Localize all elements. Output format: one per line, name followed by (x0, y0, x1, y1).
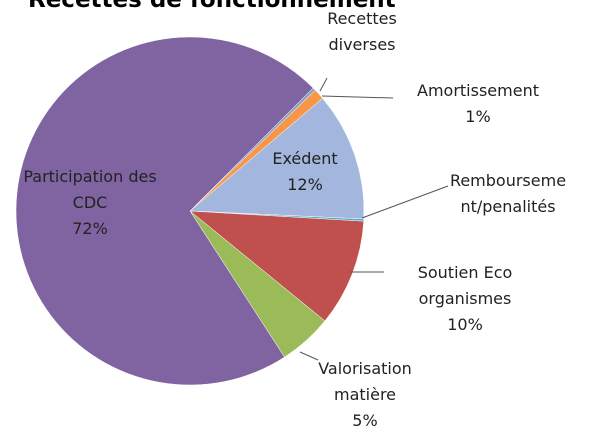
value-label: 5% (352, 411, 378, 430)
value-label: 12% (287, 175, 323, 194)
category-label: Recettes diverses (327, 9, 397, 54)
category-label: Valorisation matière (318, 359, 412, 404)
leader-line (299, 351, 319, 361)
category-label: Exédent (272, 149, 338, 168)
value-label: 1% (465, 107, 491, 126)
slice-label: Recettes diverses (317, 6, 407, 58)
category-label: Remboursement/penalités (449, 171, 567, 216)
category-label: Participation des CDC (23, 167, 157, 212)
pie-slice (189, 98, 365, 220)
value-label: 72% (72, 219, 108, 238)
slice-label: Participation des CDC 72% (20, 164, 160, 242)
category-label: Soutien Eco organismes (417, 263, 513, 308)
slice-label: Remboursement/penalités (448, 168, 568, 220)
slice-label: Soutien Eco organismes 10% (400, 260, 530, 338)
chart-title: Recettes de fonctionnement (28, 0, 396, 13)
leader-line (319, 77, 328, 92)
leader-line (321, 95, 394, 99)
slice-label: Exédent 12% (250, 146, 360, 198)
pie-slice (189, 210, 364, 322)
value-label: 10% (447, 315, 483, 334)
leader-line (361, 185, 449, 219)
pie-slice (15, 36, 314, 386)
category-label: Amortissement (417, 81, 539, 100)
slice-label: Valorisation matière 5% (290, 356, 440, 434)
slice-label: Amortissement 1% (398, 78, 558, 130)
